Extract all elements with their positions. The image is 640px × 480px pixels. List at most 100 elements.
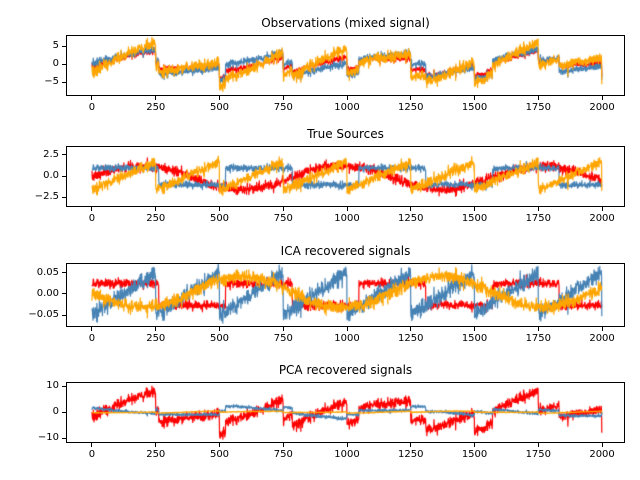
y-tick-mark (62, 437, 66, 439)
y-tick-label: 0.00 (36, 287, 59, 299)
y-tick-label: 5 (52, 40, 59, 52)
axes-true-sources (66, 146, 625, 207)
y-tick-label: −2.5 (34, 191, 59, 203)
x-tick-mark (474, 207, 476, 211)
x-tick-mark (601, 207, 603, 211)
x-tick-label: 750 (273, 102, 293, 113)
x-tick-mark (91, 443, 93, 447)
subplot-title-observations: Observations (mixed signal) (261, 16, 430, 30)
x-tick-label: 1000 (334, 102, 360, 113)
x-tick-label: 1500 (461, 333, 488, 344)
x-tick-label: 0 (88, 449, 96, 460)
x-tick-mark (346, 207, 348, 211)
x-tick-mark (91, 207, 93, 211)
y-tick-mark (62, 175, 66, 177)
x-tick-mark (474, 327, 476, 331)
x-tick-mark (282, 443, 284, 447)
y-tick-label: 0 (52, 58, 59, 70)
y-tick-label: −10 (37, 432, 59, 444)
axes-pca (66, 382, 625, 443)
x-tick-label: 750 (273, 333, 293, 344)
x-tick-mark (601, 96, 603, 100)
y-tick-mark (62, 196, 66, 198)
x-tick-label: 500 (209, 333, 230, 344)
x-tick-mark (537, 207, 539, 211)
x-tick-mark (410, 327, 412, 331)
y-tick-label: −0.05 (28, 309, 59, 321)
x-tick-mark (410, 207, 412, 211)
x-tick-label: 500 (209, 449, 230, 460)
x-tick-label: 750 (273, 449, 293, 460)
x-tick-label: 2000 (589, 213, 615, 224)
x-tick-label: 1000 (334, 333, 360, 344)
x-tick-mark (91, 327, 93, 331)
x-tick-label: 2000 (589, 449, 615, 460)
x-tick-label: 1250 (398, 213, 424, 224)
subplot-title-ica: ICA recovered signals (280, 244, 411, 258)
x-tick-mark (219, 207, 220, 211)
axes-ica (66, 263, 625, 327)
x-tick-mark (410, 96, 412, 100)
x-tick-mark (282, 207, 284, 211)
y-tick-mark (62, 314, 66, 316)
x-tick-label: 250 (146, 102, 166, 113)
y-tick-label: 0 (52, 406, 59, 418)
x-tick-label: 250 (146, 449, 166, 460)
x-tick-label: 1250 (398, 102, 424, 113)
x-tick-label: 2000 (589, 333, 615, 344)
y-tick-mark (62, 45, 66, 47)
x-tick-mark (155, 96, 157, 100)
x-tick-label: 500 (209, 102, 230, 113)
plot-canvas-observations (67, 36, 624, 95)
plot-canvas-true-sources (67, 147, 624, 206)
y-tick-label: 0.0 (43, 170, 59, 182)
x-tick-mark (155, 327, 157, 331)
x-tick-label: 1750 (525, 213, 552, 224)
x-tick-mark (537, 96, 539, 100)
x-tick-label: 0 (88, 213, 96, 224)
y-tick-mark (62, 272, 66, 274)
y-tick-mark (62, 411, 66, 413)
y-tick-mark (62, 154, 66, 156)
x-tick-label: 0 (88, 333, 96, 344)
x-tick-label: 1250 (398, 449, 424, 460)
x-tick-mark (346, 96, 348, 100)
x-tick-mark (282, 96, 284, 100)
x-tick-mark (537, 443, 539, 447)
x-tick-mark (219, 327, 220, 331)
x-tick-mark (601, 443, 603, 447)
subplot-title-true-sources: True Sources (307, 127, 384, 141)
x-tick-label: 500 (209, 213, 230, 224)
x-tick-label: 1750 (525, 102, 552, 113)
x-tick-label: 1750 (525, 333, 552, 344)
x-tick-label: 1500 (461, 449, 488, 460)
x-tick-mark (155, 207, 157, 211)
y-tick-mark (62, 81, 66, 83)
x-tick-label: 1750 (525, 449, 552, 460)
y-tick-label: 10 (46, 380, 59, 392)
y-tick-label: 0.05 (36, 266, 59, 278)
y-tick-label: −5 (44, 76, 59, 88)
x-tick-mark (91, 96, 93, 100)
x-tick-mark (219, 96, 220, 100)
x-tick-mark (601, 327, 603, 331)
x-tick-label: 1500 (461, 102, 488, 113)
x-tick-mark (282, 327, 284, 331)
x-tick-mark (537, 327, 539, 331)
x-tick-mark (410, 443, 412, 447)
x-tick-mark (474, 96, 476, 100)
plot-canvas-ica (67, 264, 624, 326)
y-tick-label: 2.5 (43, 148, 59, 160)
axes-observations (66, 35, 625, 96)
x-tick-label: 250 (146, 333, 166, 344)
x-tick-mark (219, 443, 220, 447)
y-tick-mark (62, 63, 66, 65)
subplot-title-pca: PCA recovered signals (278, 363, 413, 377)
x-tick-mark (346, 443, 348, 447)
y-tick-mark (62, 293, 66, 295)
x-tick-label: 1500 (461, 213, 488, 224)
x-tick-label: 2000 (589, 102, 615, 113)
x-tick-label: 1000 (334, 449, 360, 460)
x-tick-label: 250 (146, 213, 166, 224)
